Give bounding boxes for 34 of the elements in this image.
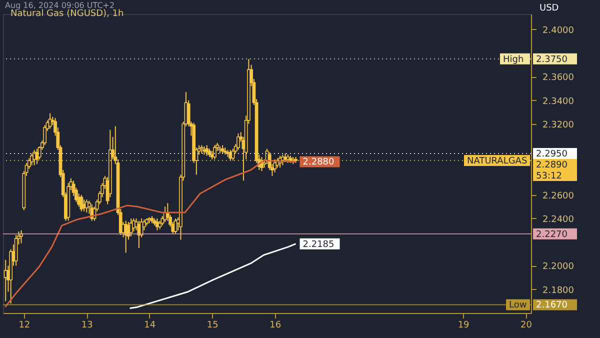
annotation: NATURALGAS bbox=[467, 156, 528, 167]
candlestick bbox=[80, 194, 84, 212]
candlestick bbox=[14, 234, 18, 266]
ref-line-label: 2.1670 bbox=[536, 300, 568, 311]
line-series bbox=[129, 243, 296, 310]
y-tick-label: 2.4000 bbox=[542, 26, 574, 36]
x-tick-label: 12 bbox=[18, 320, 30, 330]
text: Aug 16, 2024 09:06 UTC+2 bbox=[5, 1, 115, 10]
ref-line-label: 2.3750 bbox=[536, 54, 568, 65]
y-tick-label: 2.3400 bbox=[542, 96, 574, 107]
x-tick-label: 19 bbox=[458, 320, 470, 330]
line-series bbox=[4, 160, 296, 308]
candlestick bbox=[43, 124, 47, 146]
data-label: 2.2185 bbox=[302, 240, 334, 250]
ref-line-label: 2.2890 53:12 bbox=[536, 160, 568, 182]
x-tick-label: 15 bbox=[206, 320, 218, 330]
y-axis-title: USD bbox=[540, 4, 559, 14]
chart-title: Natural Gas (NGUSD), 1h bbox=[10, 9, 124, 19]
x-tick-label: 20 bbox=[520, 320, 532, 330]
x-tick-label: 16 bbox=[270, 320, 282, 330]
x-tick-label: 14 bbox=[144, 320, 156, 330]
candlestick bbox=[236, 132, 240, 150]
y-tick-label: 2.2400 bbox=[542, 214, 574, 225]
y-tick-label: 2.2000 bbox=[542, 262, 574, 272]
y-tick-label: 2.3200 bbox=[542, 120, 574, 130]
x-tick-label: 13 bbox=[81, 320, 93, 330]
y-tick-label: 2.1800 bbox=[542, 286, 574, 296]
ref-line-label: 2.2270 bbox=[536, 230, 568, 240]
y-tick-label: 2.2600 bbox=[542, 191, 574, 202]
data-label: 2.2880 bbox=[302, 158, 335, 168]
y-tick-label: 2.3600 bbox=[542, 73, 574, 84]
ref-line-label: 2.2950 bbox=[536, 149, 568, 160]
annotation: Low bbox=[509, 300, 527, 311]
annotation: High bbox=[503, 54, 524, 65]
